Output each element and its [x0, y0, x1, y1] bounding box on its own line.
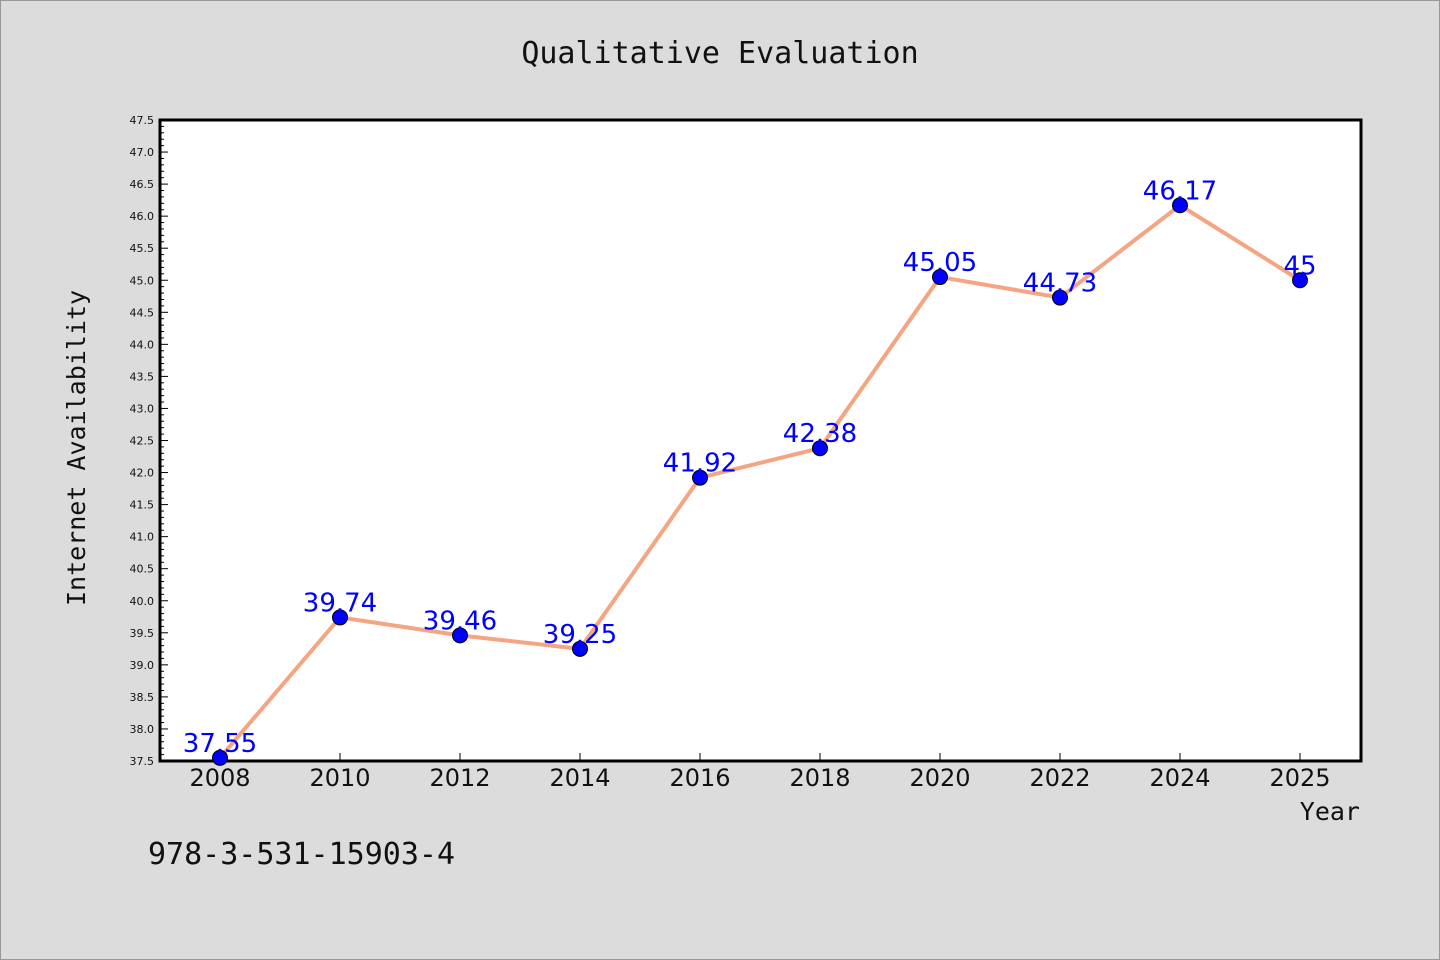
x-axis: 2008 2010 2012 2014 2016 2018 2020 2022 2024 2025	[189, 753, 1331, 792]
y-tick-label: 47.0	[130, 146, 155, 159]
data-point	[812, 440, 828, 457]
data-label: 39.25	[543, 620, 617, 650]
data-label: 39.46	[423, 606, 497, 636]
y-tick-label: 41.0	[130, 531, 155, 544]
data-point	[1292, 272, 1308, 289]
data-label: 45.05	[903, 248, 977, 278]
footer-text: 978-3-531-15903-4	[148, 837, 455, 872]
y-tick-label: 42.0	[130, 467, 155, 480]
data-point	[452, 627, 468, 644]
y-tick-label: 39.0	[130, 659, 155, 672]
y-tick-label: 39.5	[130, 627, 155, 640]
y-axis: 37.5 38.0 38.5 39.0 39.5 40.0 40.5 41.0 41.5 42.0…	[130, 114, 168, 768]
y-tick-label: 46.5	[130, 178, 155, 191]
data-point	[932, 269, 948, 286]
x-tick-label: 2022	[1029, 764, 1090, 792]
y-tick-label: 42.5	[130, 435, 155, 448]
x-tick-label: 2024	[1149, 764, 1210, 792]
y-tick-label: 38.0	[130, 723, 155, 736]
series-line-group	[218, 203, 1302, 760]
data-label: 45	[1283, 251, 1316, 281]
data-point	[212, 749, 228, 766]
data-point	[692, 469, 708, 486]
data-label: 39.74	[303, 588, 377, 618]
series-line	[218, 203, 1302, 760]
x-axis-label: Year	[1300, 797, 1360, 826]
y-tick-label: 37.5	[130, 755, 155, 768]
y-axis-label: Internet Availability	[62, 290, 91, 606]
x-tick-label: 2010	[309, 764, 370, 792]
data-label: 42.38	[783, 419, 857, 449]
data-point	[1052, 289, 1068, 306]
y-tick-label: 44.5	[130, 306, 155, 319]
data-label: 37.55	[183, 729, 257, 759]
data-label: 41.92	[663, 449, 737, 479]
data-point	[572, 640, 588, 657]
plot-area	[158, 118, 1363, 763]
data-label: 46.17	[1143, 176, 1217, 206]
markers-group	[212, 197, 1308, 766]
x-tick-label: 2025	[1269, 764, 1330, 792]
y-tick-label: 45.5	[130, 242, 155, 255]
y-tick-label: 40.0	[130, 595, 155, 608]
x-tick-label: 2016	[669, 764, 730, 792]
y-tick-label: 45.0	[130, 274, 155, 287]
y-tick-label: 43.5	[130, 370, 155, 383]
x-tick-label: 2012	[429, 764, 490, 792]
data-point	[1172, 197, 1188, 214]
y-tick-label: 43.0	[130, 402, 155, 415]
y-tick-label: 38.5	[130, 691, 155, 704]
data-labels-group: 37.55 39.74 39.46 39.25 41.92 42.38 45.05 44.73…	[183, 176, 1317, 759]
y-tick-label: 40.5	[130, 563, 155, 576]
x-tick-label: 2018	[789, 764, 850, 792]
y-tick-label: 44.0	[130, 338, 155, 351]
x-tick-label: 2014	[549, 764, 610, 792]
y-tick-label: 47.5	[130, 114, 155, 127]
y-tick-label: 46.0	[130, 210, 155, 223]
x-tick-label: 2008	[189, 764, 250, 792]
chart-title: Qualitative Evaluation	[521, 36, 918, 71]
data-point	[332, 609, 348, 626]
y-tick-label: 41.5	[130, 499, 155, 512]
x-tick-label: 2020	[909, 764, 970, 792]
data-label: 44.73	[1023, 269, 1097, 299]
